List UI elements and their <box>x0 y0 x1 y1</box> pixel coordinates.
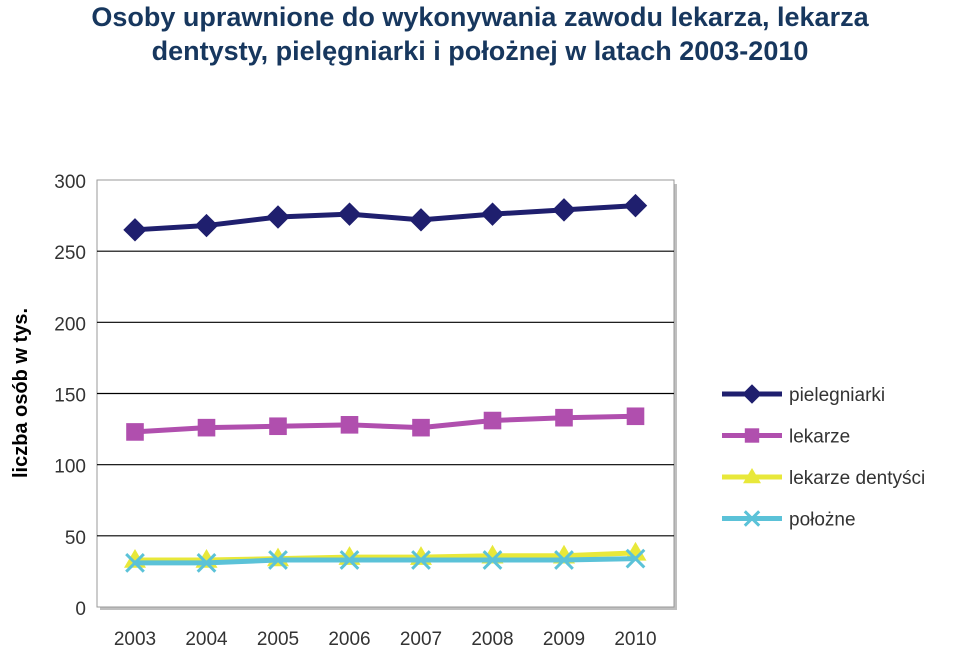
data-point <box>625 548 646 569</box>
chart-title-line-2: dentysty, pielęgniarki i położnej w lata… <box>151 36 809 66</box>
data-point <box>624 541 647 561</box>
data-point <box>412 418 430 437</box>
x-tick-label: 2007 <box>400 629 442 650</box>
data-point <box>339 550 360 570</box>
data-point <box>555 408 573 427</box>
legend-item: położne <box>722 510 856 531</box>
y-tick-label: 150 <box>54 386 86 407</box>
data-point <box>409 208 433 232</box>
data-point <box>480 202 505 226</box>
chart-title: Osoby uprawnione do wykonywania zawodu l… <box>0 0 960 68</box>
y-tick-label: 50 <box>65 528 86 549</box>
data-point <box>340 416 359 434</box>
data-point <box>126 423 144 441</box>
y-tick-label: 250 <box>54 243 86 264</box>
y-tick-label: 200 <box>54 314 86 335</box>
data-point <box>194 213 219 238</box>
y-axis-label: liczba osób w tys. <box>10 308 32 478</box>
legend-item: lekarze <box>722 427 850 448</box>
x-tick-label: 2009 <box>543 629 585 650</box>
legend-label: pielegniarki <box>789 385 885 406</box>
legend-label: położne <box>789 510 856 531</box>
x-tick-label: 2003 <box>114 629 156 650</box>
legend-marker <box>743 510 761 527</box>
data-point <box>552 198 576 222</box>
data-point <box>623 193 648 218</box>
legend-marker <box>742 384 762 404</box>
data-point <box>125 553 145 573</box>
data-point <box>269 417 287 436</box>
series-line <box>135 556 636 566</box>
legend-label: lekarze dentyści <box>789 468 925 489</box>
series-line <box>135 550 636 563</box>
y-axis-ticks: 0 50 100 150 200 250 300 <box>54 172 86 620</box>
y-tick-label: 300 <box>54 172 86 193</box>
data-point <box>411 550 431 570</box>
data-point <box>123 218 147 242</box>
legend-marker <box>744 428 760 443</box>
series-3 <box>125 548 646 573</box>
data-point <box>554 550 574 570</box>
data-point <box>196 553 217 573</box>
series-0 <box>123 193 648 242</box>
data-point <box>266 205 290 229</box>
legend: pielegniarki lekarze lekarze dentyści położ… <box>722 384 925 531</box>
y-tick-label: 100 <box>54 457 86 478</box>
series-1 <box>126 407 645 441</box>
data-point <box>626 407 645 426</box>
x-axis-ticks: 2003 2004 2005 2006 2007 2008 2009 2010 <box>114 629 657 650</box>
data-point <box>197 418 216 437</box>
x-tick-label: 2008 <box>471 629 513 650</box>
x-tick-label: 2010 <box>614 629 656 650</box>
series-group <box>123 193 648 573</box>
x-tick-label: 2005 <box>257 629 299 650</box>
data-point <box>483 411 502 430</box>
legend-label: lekarze <box>789 427 850 448</box>
data-point <box>482 550 503 570</box>
y-tick-label: 0 <box>75 599 86 620</box>
data-point <box>268 550 288 570</box>
legend-marker <box>743 468 761 484</box>
data-point <box>337 202 362 226</box>
series-line <box>134 413 636 435</box>
legend-item: lekarze dentyści <box>722 468 925 489</box>
chart-title-line-1: Osoby uprawnione do wykonywania zawodu l… <box>91 2 869 32</box>
gridlines <box>97 250 674 537</box>
series-line <box>134 203 636 233</box>
x-tick-label: 2004 <box>185 629 228 650</box>
x-tick-label: 2006 <box>328 629 370 650</box>
legend-item: pielegniarki <box>722 384 885 406</box>
